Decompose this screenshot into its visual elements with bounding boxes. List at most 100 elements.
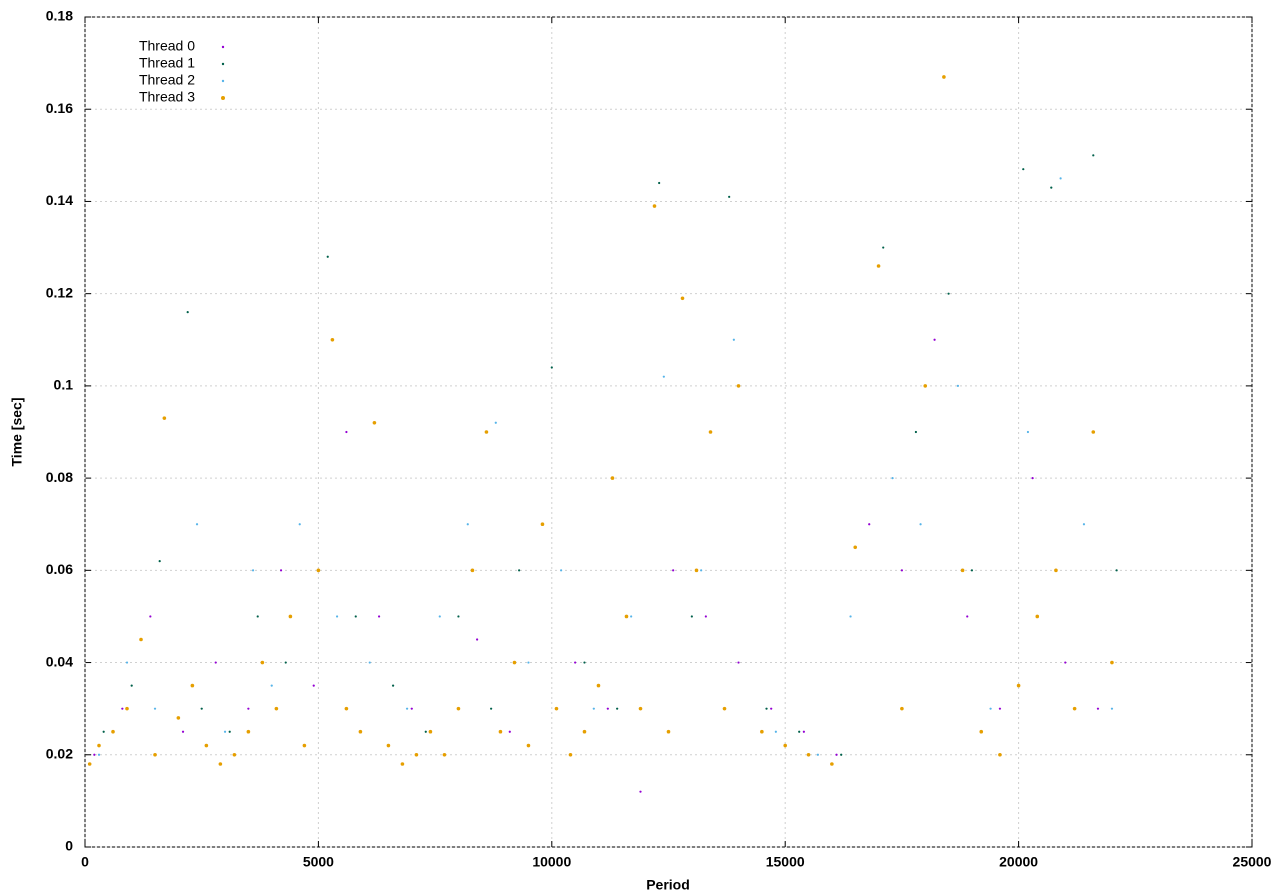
point <box>1026 430 1030 434</box>
point <box>158 560 161 563</box>
point <box>218 762 223 766</box>
x-tick-label: 15000 <box>766 854 805 870</box>
point <box>774 730 777 733</box>
point <box>610 476 615 480</box>
point <box>760 729 764 734</box>
y-tick-label: 0.14 <box>46 192 73 208</box>
x-tick-label: 25000 <box>1233 854 1272 870</box>
point <box>121 707 124 710</box>
point <box>1050 186 1053 189</box>
point <box>1059 177 1062 180</box>
point <box>186 311 189 314</box>
point <box>298 523 301 526</box>
point <box>891 477 894 480</box>
point <box>704 615 707 618</box>
point <box>316 568 321 573</box>
x-axis-label: Period <box>646 877 690 893</box>
point <box>247 707 250 710</box>
point <box>900 706 904 711</box>
point <box>232 752 237 757</box>
point <box>568 752 573 757</box>
point <box>400 762 405 766</box>
point <box>876 264 881 268</box>
point <box>438 615 441 618</box>
point <box>1031 477 1034 480</box>
point <box>882 246 885 249</box>
legend-marker <box>221 96 225 100</box>
point <box>853 545 858 550</box>
y-tick-label: 0.02 <box>46 745 73 761</box>
point <box>849 615 852 618</box>
point <box>639 790 642 793</box>
point <box>737 661 740 664</box>
point <box>1064 661 1067 664</box>
y-axis-label: Time [sec] <box>9 398 25 467</box>
point <box>125 661 129 664</box>
point <box>770 707 773 710</box>
point <box>518 569 521 572</box>
point <box>279 569 283 572</box>
point <box>484 430 489 434</box>
legend-label: Thread 1 <box>139 55 195 71</box>
point <box>195 523 199 526</box>
point <box>1110 707 1114 710</box>
point <box>1035 614 1040 619</box>
point <box>512 660 517 665</box>
plot-frame <box>84 16 1253 848</box>
point <box>256 615 259 618</box>
point <box>330 337 335 342</box>
point <box>335 615 339 618</box>
point <box>354 615 357 618</box>
y-tick-label: 0.04 <box>46 653 73 669</box>
point <box>583 661 586 664</box>
point <box>966 615 969 618</box>
y-tick-label: 0.08 <box>46 469 73 485</box>
point <box>606 707 609 710</box>
point <box>490 707 493 710</box>
point <box>526 743 531 748</box>
point <box>662 375 665 378</box>
point <box>405 707 409 710</box>
point <box>560 569 563 572</box>
point <box>1096 707 1100 710</box>
point <box>652 204 657 208</box>
point <box>466 523 469 526</box>
point <box>386 743 391 748</box>
x-tick-label: 10000 <box>532 854 571 870</box>
point <box>204 743 209 748</box>
point <box>728 195 731 198</box>
point <box>919 523 922 526</box>
point <box>345 430 348 434</box>
point <box>246 729 251 734</box>
point <box>923 384 928 388</box>
point <box>97 743 101 748</box>
point <box>1092 154 1095 157</box>
point <box>802 730 805 733</box>
legend-label: Thread 0 <box>139 38 195 54</box>
legend-marker <box>221 45 225 49</box>
point <box>414 752 419 757</box>
point <box>947 292 950 295</box>
point <box>162 416 167 420</box>
point <box>410 707 413 710</box>
point <box>736 384 741 388</box>
point <box>391 684 395 687</box>
point <box>592 707 595 710</box>
point <box>93 753 96 756</box>
point <box>200 707 203 710</box>
point <box>260 660 265 665</box>
y-tick-label: 0.1 <box>54 377 74 393</box>
point <box>181 730 185 733</box>
point <box>424 730 427 733</box>
point <box>672 569 675 572</box>
point <box>900 569 904 572</box>
point <box>816 753 819 756</box>
y-tick-label: 0.18 <box>46 8 73 24</box>
point <box>358 729 363 734</box>
point <box>428 729 433 734</box>
point <box>372 420 377 425</box>
point <box>700 569 703 572</box>
point <box>344 706 349 711</box>
point <box>498 729 503 734</box>
point <box>312 684 315 687</box>
